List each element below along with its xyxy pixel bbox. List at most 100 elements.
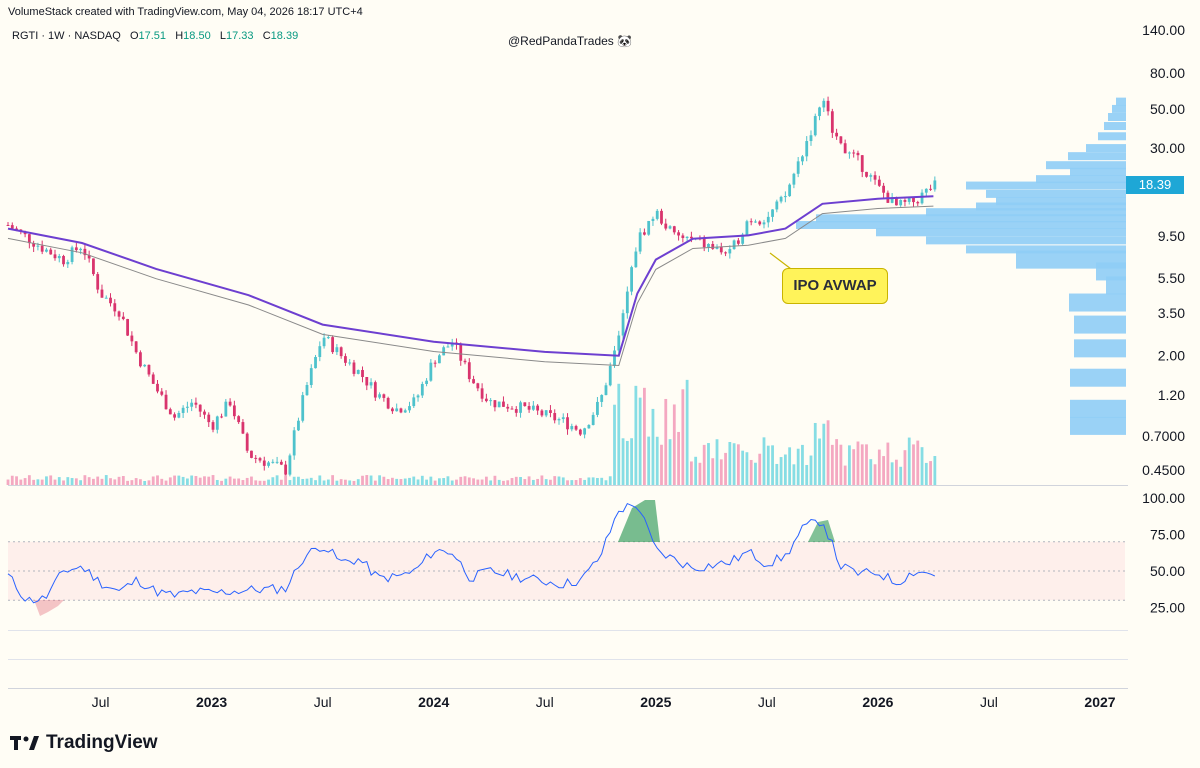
volume-bar — [523, 479, 527, 485]
candle-body — [830, 111, 834, 133]
volume-bar — [134, 478, 138, 485]
candle-body — [920, 192, 924, 204]
candle-body — [113, 303, 117, 312]
volume-bar — [297, 476, 300, 485]
rsi-overbought-fill — [808, 520, 835, 542]
candle-body — [826, 100, 830, 112]
volume-bar — [758, 453, 762, 485]
candle-body — [540, 410, 544, 416]
price-axis-tick: 9.50 — [1158, 228, 1185, 244]
volume-profile-bar — [1070, 399, 1126, 418]
time-axis-label: Jul — [314, 694, 332, 710]
volume-bar — [736, 444, 740, 485]
volume-bar — [924, 462, 928, 485]
volume-bar — [929, 461, 932, 485]
volume-bar — [762, 437, 766, 485]
volume-profile-bar — [1104, 122, 1126, 131]
volume-bar — [578, 478, 582, 485]
volume-profile-bar — [1068, 152, 1126, 161]
volume-bar — [822, 423, 826, 485]
price-axis-tick: 50.00 — [1150, 101, 1185, 117]
volume-profile-bar — [1112, 104, 1126, 113]
candle-body — [771, 209, 774, 217]
candle-body — [190, 402, 194, 407]
volume-bar — [32, 479, 36, 485]
candle-body — [685, 236, 689, 239]
volume-bar — [497, 479, 501, 485]
volume-bar — [288, 480, 292, 485]
candle-body — [87, 255, 91, 259]
candle-body — [877, 179, 881, 186]
candle-body — [514, 409, 518, 413]
volume-bar — [852, 449, 856, 485]
volume-bar — [527, 476, 531, 485]
volume-bar — [198, 477, 202, 485]
volume-bar — [801, 444, 804, 485]
volume-bar — [848, 445, 851, 485]
candle-body — [570, 426, 574, 430]
candle-body — [749, 221, 753, 223]
volume-bar — [519, 477, 522, 485]
candle-body — [608, 365, 612, 386]
volume-profile-bar — [1096, 262, 1126, 281]
candle-body — [220, 416, 223, 418]
volume-bar — [882, 456, 885, 485]
candle-body — [890, 197, 894, 203]
price-axis-tick: 0.7000 — [1142, 428, 1185, 444]
volume-bar — [796, 448, 800, 485]
volume-bar — [660, 444, 663, 485]
candle-body — [156, 383, 159, 392]
candle-body — [882, 185, 885, 193]
volume-bar — [416, 479, 420, 485]
volume-bar — [711, 458, 715, 485]
candle-body — [655, 210, 659, 219]
volume-bar — [326, 479, 330, 485]
candle-body — [412, 397, 416, 407]
candle-body — [224, 401, 228, 417]
candle-body — [766, 216, 770, 223]
volume-bar — [775, 463, 779, 485]
volume-bar — [378, 475, 381, 485]
time-axis-label: 2026 — [862, 694, 893, 710]
rsi-line — [7, 502, 936, 604]
volume-bar — [544, 479, 548, 485]
volume-bar — [203, 476, 206, 485]
volume-profile-bar — [1086, 144, 1126, 153]
candle-body — [416, 395, 420, 398]
volume-bar — [139, 479, 142, 485]
candle-body — [403, 410, 407, 413]
candle-body — [664, 223, 668, 229]
price-axis-tick: 80.00 — [1150, 65, 1185, 81]
candle-body — [151, 374, 155, 384]
volume-bars — [6, 379, 937, 485]
candle-body — [933, 180, 937, 190]
volume-bar — [719, 459, 723, 485]
volume-bar — [886, 442, 890, 485]
candle-body — [378, 394, 381, 398]
volume-bar — [420, 475, 424, 485]
candle-body — [198, 404, 202, 412]
volume-bar — [211, 475, 215, 485]
volume-bar — [62, 480, 65, 485]
candle-body — [365, 376, 369, 386]
candle-body — [822, 100, 826, 108]
volume-profile-bar — [966, 245, 1126, 254]
candle-body — [557, 419, 561, 421]
volume-bar — [126, 480, 129, 485]
tradingview-logo[interactable]: TradingView — [10, 732, 158, 754]
volume-bar — [514, 476, 518, 485]
volume-bar — [433, 480, 437, 485]
volume-bar — [305, 478, 309, 485]
close-value: 18.39 — [270, 30, 299, 42]
tradingview-logo-text: TradingView — [46, 732, 158, 753]
open-value: 17.51 — [138, 30, 167, 42]
candle-body — [126, 319, 129, 336]
volume-bar — [455, 479, 458, 485]
volume-bar — [839, 444, 843, 485]
last-price-tag: 18.39 — [1126, 176, 1184, 194]
volume-profile-bar — [996, 197, 1126, 206]
volume-bar — [493, 475, 497, 485]
volume-profile-bar — [1074, 315, 1126, 334]
time-axis-label: Jul — [980, 694, 998, 710]
